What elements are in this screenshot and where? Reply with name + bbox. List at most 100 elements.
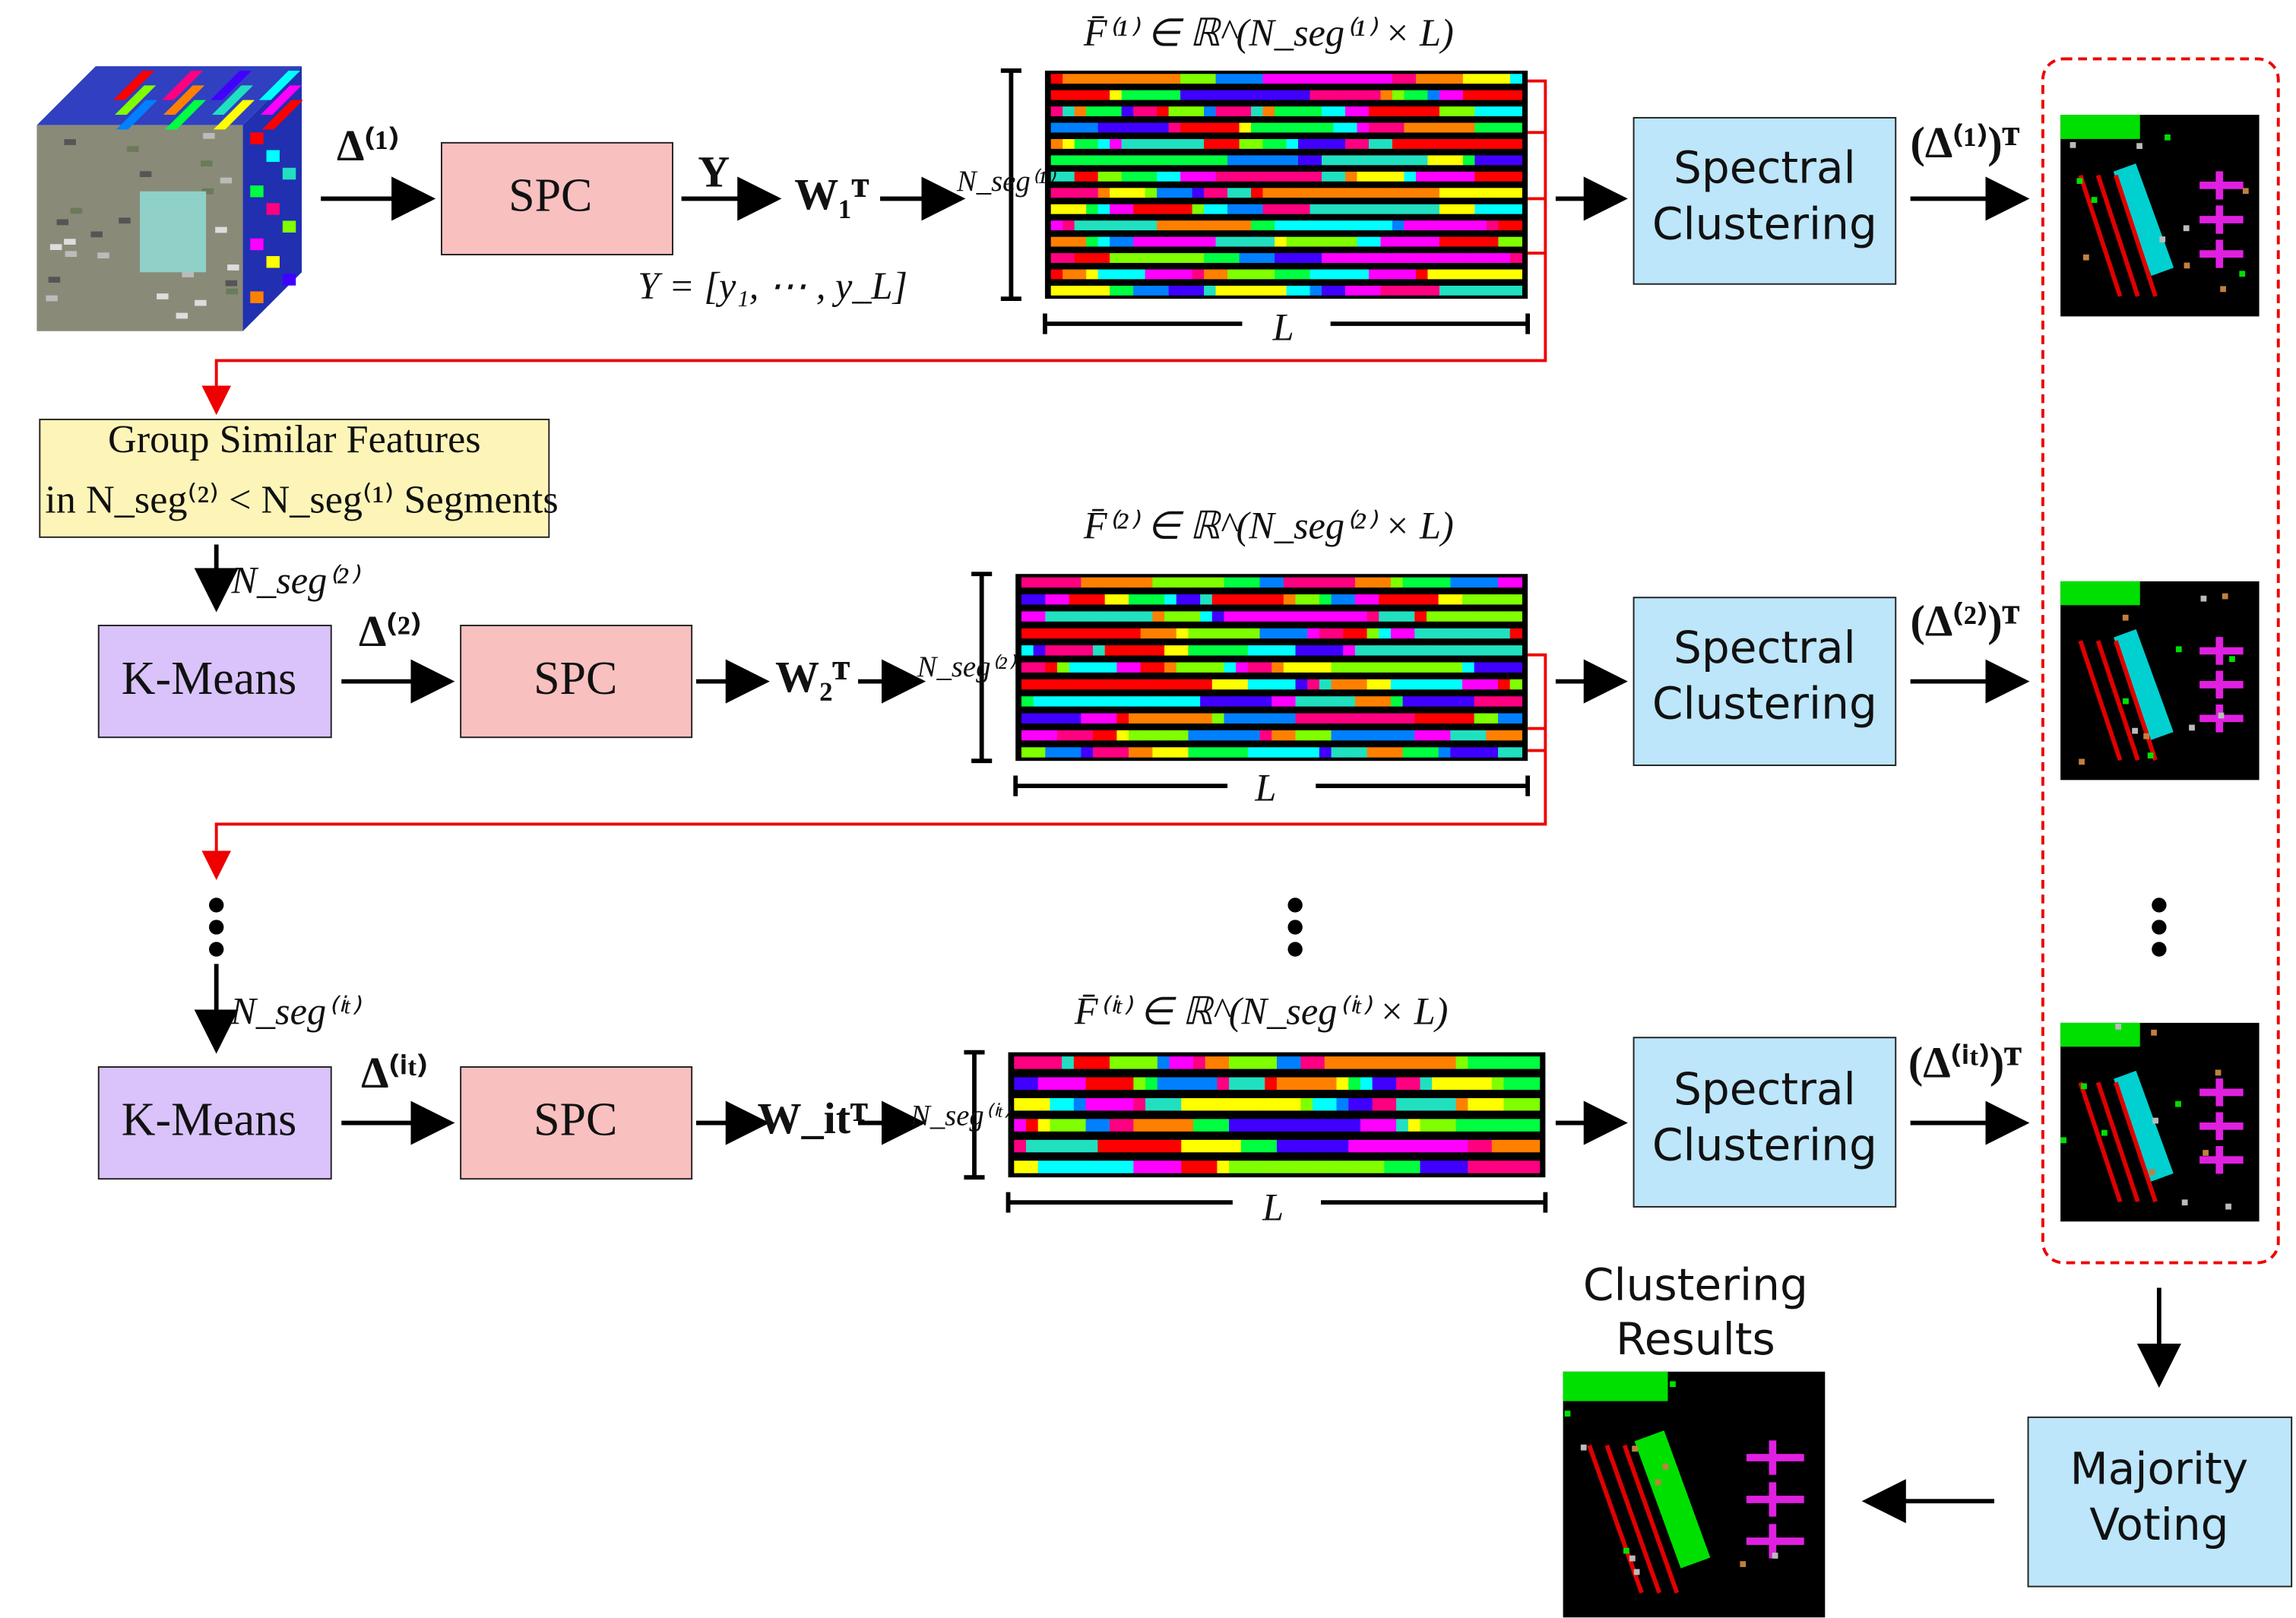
feature-cell [1427,747,1439,757]
feature-cell [1427,106,1439,116]
feature-cell [1180,74,1192,84]
feature-cell [1116,714,1129,724]
feature-cell [1116,594,1129,604]
feature-cell [1152,611,1164,621]
feature-cell [1205,1140,1218,1152]
feature-cell [1498,679,1510,689]
feature-cell [1241,1078,1253,1090]
feature-cell [1427,123,1439,133]
feature-cell [1307,663,1319,673]
feature-cell [1180,123,1192,133]
feature-cell [1272,730,1284,740]
feature-cell [1093,645,1105,655]
feature-cell [1158,1056,1170,1069]
feature-cell [1287,155,1299,165]
feature-cell [1265,1140,1277,1152]
matrix-frame [1045,71,1528,299]
feature-cell [1227,237,1240,247]
feature-cell [1129,663,1141,673]
map-speck [2143,733,2149,739]
diagram: SPC SPC SPC K-Means K-Means Group Simila… [0,0,2296,1618]
feature-cell [1240,139,1252,149]
feature-cell [1253,1140,1265,1152]
feature-cell [1384,1078,1396,1090]
feature-cell [1216,253,1228,263]
feature-cell [1313,1160,1325,1173]
feature-cell [1367,679,1379,689]
feature-cell [1300,1056,1313,1069]
feature-cell [1322,237,1334,247]
feature-cell [1373,1078,1385,1090]
feature-cell [1404,90,1416,100]
feature-cell [1343,679,1355,689]
feature-cell [1212,696,1224,706]
feature-cell [1116,679,1129,689]
feature-cell [1492,1056,1504,1069]
feature-cell [1284,629,1296,638]
feature-cell [1369,220,1381,230]
feature-cell [1075,253,1087,263]
feature-cell [1310,220,1322,230]
feature-cell [1332,594,1344,604]
feature-cell [1062,1140,1074,1152]
feature-cell [1298,123,1310,133]
feature-cell [1414,645,1427,655]
feature-cell [1200,747,1212,757]
feature-cell [1343,594,1355,604]
feature-cell [1487,123,1499,133]
feature-cell [1133,1160,1145,1173]
feature-cell [1181,1078,1193,1090]
feature-cell [1164,714,1177,724]
feature-cell [1086,106,1098,116]
feature-cell [1463,139,1475,149]
feature-cell [1105,645,1117,655]
feature-cell [1188,578,1200,587]
feature-cell [1093,714,1105,724]
feature-cell [1062,286,1075,296]
cube-spectrum [250,185,263,197]
feature-cell [1216,270,1228,280]
cube-texture [176,313,188,319]
feature-cell [1289,1160,1301,1173]
feature-cell [1298,155,1310,165]
feature-cell [1240,90,1252,100]
feature-cell [1263,286,1275,296]
feature-cell [1169,286,1181,296]
feature-cell [1086,74,1098,84]
feature-cell [1392,270,1405,280]
feature-cell [1456,1078,1468,1090]
feature-cell [1129,747,1141,757]
feature-cell [1152,696,1164,706]
feature-cell [1439,123,1452,133]
feature-cell [1253,1078,1265,1090]
feature-cell [1021,629,1034,638]
feature-cell [1277,1160,1289,1173]
feature-cell [1486,696,1498,706]
feature-cell [1240,286,1252,296]
feature-cell [1204,204,1216,214]
feature-cell [1034,611,1046,621]
feature-cell [1492,1078,1504,1090]
feature-cell [1224,730,1236,740]
feature-cell [1296,594,1308,604]
feature-cell [1177,730,1189,740]
feature-cell [1456,1119,1468,1131]
feature-cell [1474,123,1487,133]
map-speck [2152,1118,2158,1124]
clustering-label: Spectral [1674,1063,1856,1115]
feature-cell [1468,1056,1480,1069]
delta-label: Δ⁽²⁾ [359,606,421,656]
feature-cell [1145,106,1158,116]
feature-cell [1515,1078,1528,1090]
feature-cell [1392,90,1405,100]
feature-cell [1026,1056,1038,1069]
feature-cell [1310,188,1322,198]
feature-cell [1116,663,1129,673]
feature-cell [1474,237,1487,247]
feature-cell [1334,106,1346,116]
feature-cell [1310,155,1322,165]
feature-cell [1380,155,1392,165]
feature-cell [1236,747,1248,757]
feature-cell [1075,270,1087,280]
feature-cell [1240,204,1252,214]
